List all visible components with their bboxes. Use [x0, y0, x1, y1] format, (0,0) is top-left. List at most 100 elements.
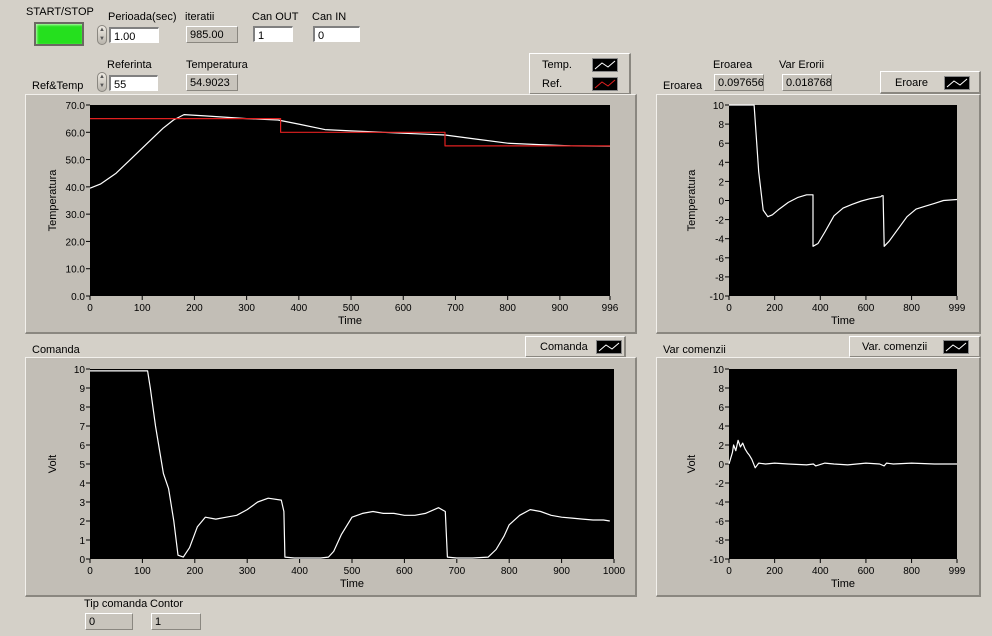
legend-entry-temp: Temp.	[542, 59, 572, 71]
x-tick-label: 300	[239, 566, 256, 577]
y-tick-label: 60.0	[66, 128, 86, 139]
eroarea-section-label: Eroarea	[663, 80, 703, 92]
legend-swatch-comanda[interactable]	[596, 340, 622, 354]
y-tick-label: -2	[715, 479, 724, 490]
series-line-comanda	[90, 370, 610, 559]
legend-swatch-temp[interactable]	[592, 58, 618, 72]
y-tick-label: 0	[79, 555, 85, 566]
y-tick-label: 0	[718, 460, 724, 471]
y-tick-label: 10.0	[66, 265, 86, 276]
x-axis-label: Time	[831, 315, 855, 327]
perioada-input[interactable]: 1.00	[109, 27, 159, 43]
y-tick-label: 4	[718, 422, 724, 433]
x-tick-label: 0	[726, 566, 732, 577]
y-tick-label: 20.0	[66, 237, 86, 248]
x-tick-label: 0	[726, 303, 732, 314]
x-tick-label: 100	[134, 303, 151, 314]
temp-chart[interactable]: 0.0 10.0 20.0 30.0 40.0 50.0 60.0 70.0 0 100 200 30…	[47, 101, 619, 327]
x-tick-label: 500	[343, 303, 360, 314]
y-tick-label: -8	[715, 536, 724, 547]
perioada-spinner[interactable]: ▲ ▼	[97, 25, 107, 45]
ref-temp-section-label: Ref&Temp	[32, 80, 84, 92]
x-tick-label: 800	[499, 303, 516, 314]
y-tick-label: 8	[718, 384, 724, 395]
y-tick-label: 4	[718, 158, 724, 169]
x-tick-label: 200	[766, 303, 783, 314]
tip-comanda-indicator: 0	[85, 613, 133, 630]
y-tick-label: -4	[715, 235, 724, 246]
temperatura-indicator: 54.9023	[186, 74, 238, 91]
comanda-legend[interactable]: Comanda	[525, 336, 626, 358]
y-tick-label: 2	[79, 517, 85, 528]
x-axis-label: Time	[831, 578, 855, 590]
iteratii-indicator: 985.00	[186, 26, 238, 43]
start-stop-button[interactable]	[34, 22, 84, 46]
y-tick-label: -8	[715, 273, 724, 284]
varcom-chart[interactable]: -10 -8 -6 -4 -2 0 2 4 6 8 10 0 200 400 600 800 999 Time Vo…	[686, 365, 966, 590]
comanda-section-label: Comanda	[32, 344, 80, 356]
plot-area	[90, 369, 614, 559]
x-tick-label: 800	[903, 303, 920, 314]
x-tick-label: 900	[553, 566, 570, 577]
y-axis-label: Temperatura	[686, 169, 698, 232]
x-tick-label: 700	[448, 566, 465, 577]
x-tick-label: 400	[812, 566, 829, 577]
eroare-chart[interactable]: -10 -8 -6 -4 -2 0 2 4 6 8 10 0 200 400 600 800 999 Time Te…	[686, 101, 966, 327]
can-out-input[interactable]: 1	[253, 26, 293, 42]
y-tick-label: 70.0	[66, 101, 86, 112]
x-tick-label: 400	[812, 303, 829, 314]
plot-area	[729, 105, 957, 296]
legend-swatch-eroare[interactable]	[944, 76, 970, 90]
x-tick-label: 700	[447, 303, 464, 314]
legend-swatch-varcom[interactable]	[943, 340, 969, 354]
legend-swatch-ref[interactable]	[592, 77, 618, 91]
y-tick-label: 10	[74, 365, 86, 376]
eroare-legend[interactable]: Eroare	[880, 71, 981, 94]
legend-entry-varcom: Var. comenzii	[862, 341, 928, 353]
x-tick-label: 800	[501, 566, 518, 577]
y-tick-label: 50.0	[66, 156, 86, 167]
x-tick-label: 400	[290, 303, 307, 314]
y-axis-label: Volt	[686, 455, 698, 473]
legend-entry-ref: Ref.	[542, 78, 563, 90]
y-tick-label: -10	[710, 292, 725, 303]
y-tick-label: 2	[718, 441, 724, 452]
x-tick-label: 200	[766, 566, 783, 577]
legend-entry-eroare: Eroare	[895, 77, 929, 89]
x-tick-label: 200	[186, 303, 203, 314]
eroarea-label: Eroarea	[713, 59, 753, 71]
y-tick-label: 9	[79, 384, 85, 395]
temperatura-label: Temperatura	[186, 59, 248, 71]
x-tick-label: 999	[949, 303, 966, 314]
perioada-label: Perioada(sec)	[108, 11, 177, 23]
y-tick-label: 7	[79, 422, 85, 433]
y-tick-label: 0	[718, 197, 724, 208]
start-stop-label: START/STOP	[26, 6, 94, 18]
y-tick-label: 10	[713, 101, 725, 112]
y-tick-label: -2	[715, 216, 724, 227]
can-in-label: Can IN	[312, 11, 347, 23]
var-comenzii-section-label: Var comenzii	[663, 344, 726, 356]
series-line-eroare	[729, 104, 958, 247]
referinta-input[interactable]: 55	[109, 75, 158, 91]
can-out-label: Can OUT	[252, 11, 299, 23]
x-tick-label: 600	[858, 303, 875, 314]
can-in-input[interactable]: 0	[313, 26, 360, 42]
x-axis-label: Time	[340, 578, 364, 590]
y-axis-label: Temperatura	[47, 169, 59, 232]
var-erorii-label: Var Erorii	[779, 59, 825, 71]
legend-entry-comanda: Comanda	[540, 341, 588, 353]
y-tick-label: -4	[715, 498, 724, 509]
series-line-ref-	[90, 117, 610, 147]
series-line-var-comenzii	[728, 439, 957, 469]
y-tick-label: 10	[713, 365, 725, 376]
y-tick-label: -6	[715, 254, 724, 265]
referinta-spinner[interactable]: ▲ ▼	[97, 72, 107, 92]
up-down-arrows-icon: ▲ ▼	[99, 27, 105, 42]
x-tick-label: 600	[396, 566, 413, 577]
y-tick-label: 2	[718, 177, 724, 188]
x-tick-label: 1000	[603, 566, 626, 577]
y-tick-label: 0.0	[71, 292, 85, 303]
